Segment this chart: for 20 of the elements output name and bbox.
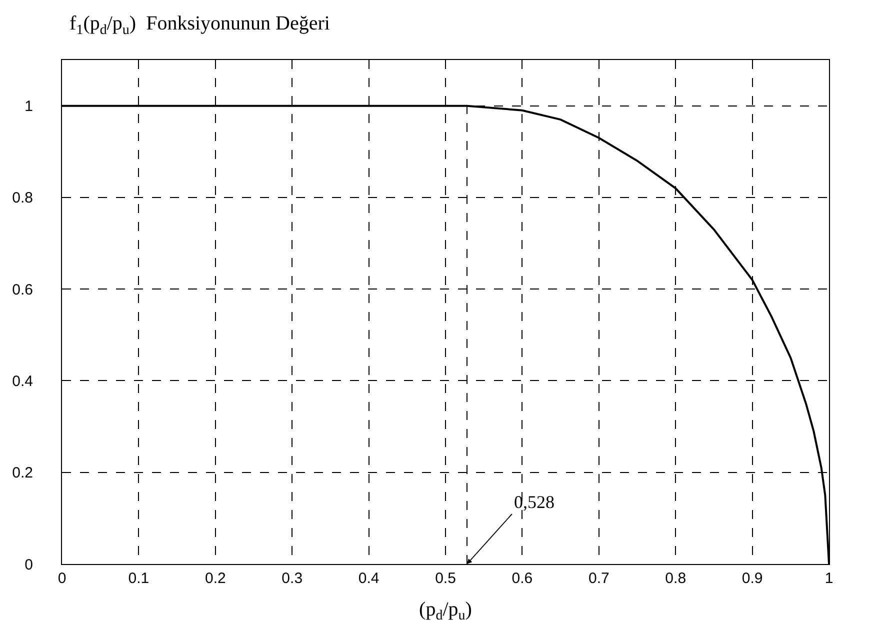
x-tick-label: 0 <box>58 570 66 587</box>
x-tick-label: 0.3 <box>282 570 303 587</box>
chart-title: f$_{1}$(p$_{d}$/p$_{u}$) Fonksiyonunun Değeri <box>70 12 330 38</box>
x-tick-label: 0.9 <box>742 570 763 587</box>
x-tick-label: 0.4 <box>358 570 380 587</box>
y-tick-label: 0 <box>24 556 33 574</box>
x-tick-label: 0.7 <box>588 570 610 587</box>
y-tick-label: 1 <box>24 98 33 116</box>
y-tick-label: 0.2 <box>12 464 33 482</box>
x-tick-label: 1 <box>824 570 834 587</box>
y-tick-label: 0.8 <box>12 190 33 207</box>
x-tick-label: 0.6 <box>512 570 533 587</box>
x-tick-label: 0.5 <box>435 570 456 587</box>
y-tick-label: 0.4 <box>12 372 33 390</box>
x-tick-label: 0.1 <box>128 570 150 587</box>
x-tick-label: 0.8 <box>665 570 686 587</box>
y-tick-label: 0.6 <box>12 281 33 298</box>
x-axis-title: (p$_{d}$/p$_{u}$) <box>419 598 472 624</box>
ref-line-label: 0,528 <box>514 492 554 512</box>
x-tick-label: 0.2 <box>204 570 226 587</box>
